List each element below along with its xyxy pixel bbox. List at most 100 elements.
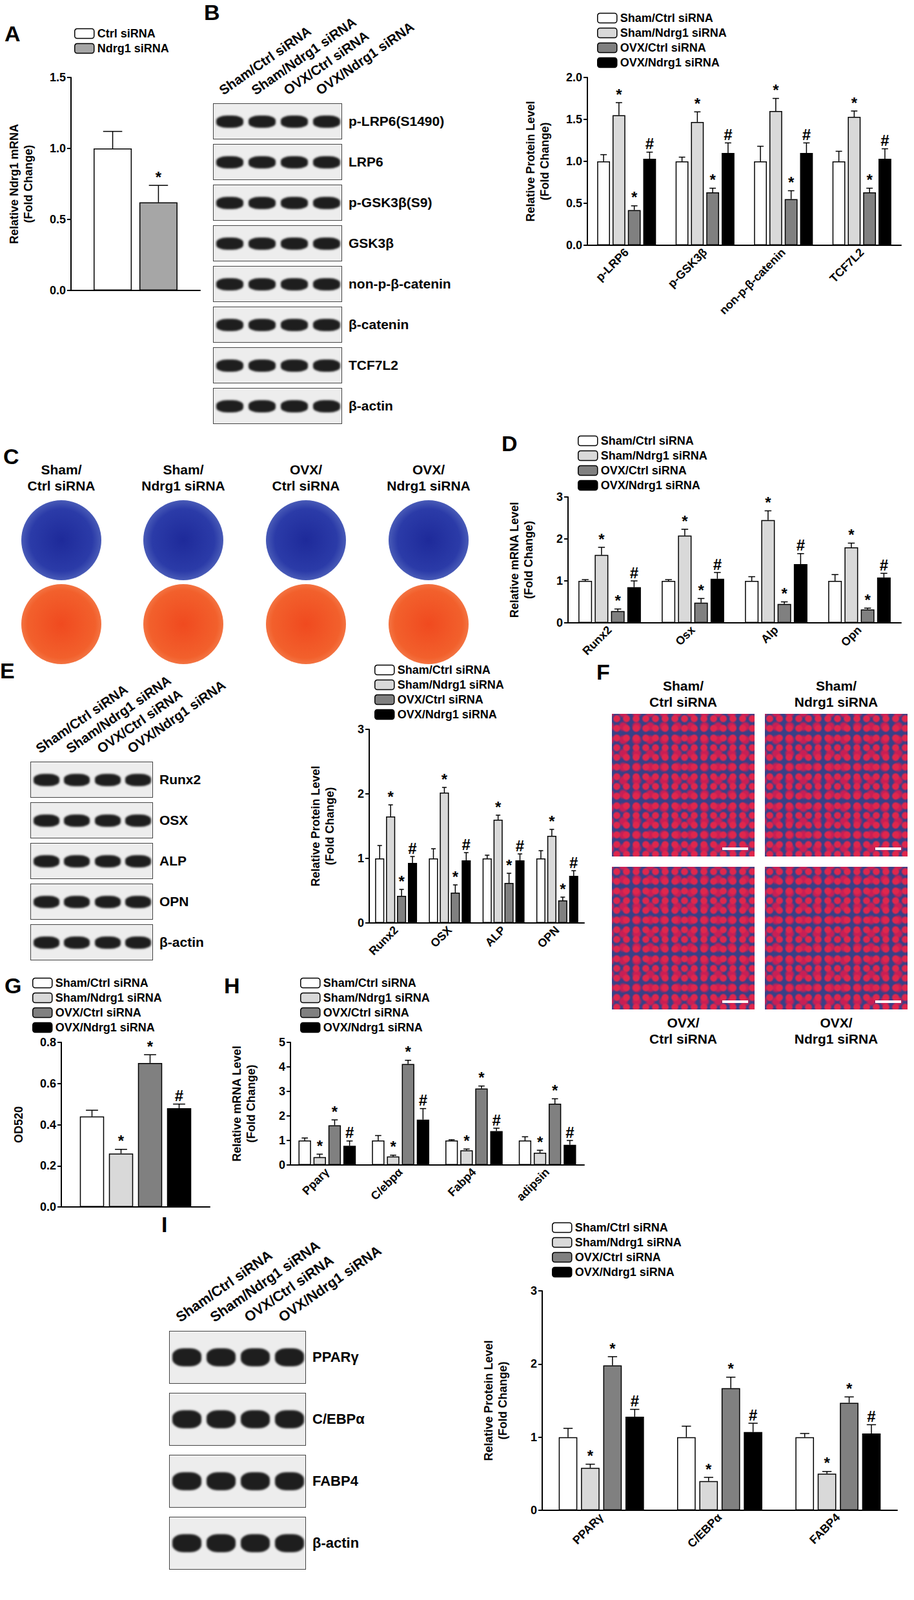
svg-text:Relative Ndrg1 mRNA: Relative Ndrg1 mRNA (7, 123, 21, 244)
svg-text:0.2: 0.2 (40, 1159, 57, 1173)
svg-text:0.0: 0.0 (49, 284, 66, 297)
svg-text:Sham/Ndrg1 siRNA: Sham/Ndrg1 siRNA (600, 449, 708, 463)
svg-text:ALP: ALP (482, 923, 509, 950)
svg-text:1.0: 1.0 (566, 154, 583, 168)
svg-text:TCF7L2: TCF7L2 (827, 245, 867, 286)
svg-text:1: 1 (530, 1431, 538, 1444)
svg-text:Opn: Opn (838, 623, 865, 650)
svg-text:2: 2 (357, 787, 365, 801)
svg-text:OVX/Ndrg1 siRNA: OVX/Ndrg1 siRNA (55, 1021, 155, 1035)
svg-text:OSX: OSX (427, 923, 455, 951)
svg-text:#: # (879, 556, 889, 574)
svg-text:3: 3 (556, 490, 563, 504)
svg-text:#: # (629, 564, 639, 582)
svg-text:*: * (705, 1460, 712, 1479)
svg-text:Runx2: Runx2 (366, 923, 401, 958)
svg-text:1.5: 1.5 (566, 112, 583, 126)
svg-text:0.6: 0.6 (40, 1077, 57, 1091)
svg-text:*: * (548, 812, 556, 831)
svg-text:OVX/Ctrl siRNA: OVX/Ctrl siRNA (55, 1006, 142, 1020)
svg-text:Relative Protein Level: Relative Protein Level (309, 765, 323, 887)
svg-text:2: 2 (278, 1109, 286, 1123)
svg-text:Ctrl siRNA: Ctrl siRNA (97, 27, 156, 41)
svg-text:*: * (405, 1043, 412, 1061)
svg-text:1.0: 1.0 (49, 142, 66, 155)
svg-text:#: # (645, 134, 654, 153)
svg-text:2.0: 2.0 (566, 71, 583, 84)
svg-text:*: * (609, 1340, 616, 1358)
svg-text:0.0: 0.0 (566, 238, 583, 252)
svg-text:3: 3 (357, 722, 365, 736)
svg-text:#: # (713, 555, 722, 574)
svg-text:(Fold Change): (Fold Change) (21, 145, 35, 224)
svg-text:*: * (463, 1132, 470, 1150)
svg-text:C/ebpα: C/ebpα (367, 1165, 405, 1203)
svg-text:*: * (537, 1133, 544, 1151)
svg-text:Runx2: Runx2 (580, 623, 615, 658)
svg-text:*: * (559, 880, 567, 898)
svg-text:*: * (694, 94, 701, 113)
svg-text:*: * (866, 171, 873, 189)
svg-text:Relative Protein Level: Relative Protein Level (482, 1340, 496, 1461)
svg-text:0: 0 (357, 916, 365, 930)
svg-text:*: * (398, 872, 405, 891)
svg-text:0.5: 0.5 (566, 196, 583, 210)
svg-text:Ndrg1 siRNA: Ndrg1 siRNA (97, 41, 170, 55)
svg-text:OPN: OPN (535, 923, 563, 951)
svg-text:(Fold Change): (Fold Change) (496, 1361, 510, 1441)
svg-text:#: # (565, 1123, 574, 1142)
svg-text:*: * (864, 591, 871, 609)
svg-text:Sham/Ctrl siRNA: Sham/Ctrl siRNA (575, 1221, 669, 1235)
svg-text:*: * (551, 1081, 559, 1100)
svg-text:*: * (478, 1068, 485, 1087)
svg-text:*: * (495, 798, 502, 816)
svg-text:*: * (441, 770, 448, 789)
svg-text:#: # (515, 837, 525, 855)
svg-text:*: * (728, 1360, 735, 1378)
svg-text:3: 3 (278, 1085, 286, 1098)
svg-text:#: # (796, 536, 805, 554)
svg-text:(Fold Change): (Fold Change) (522, 520, 536, 600)
svg-text:(Fold Change): (Fold Change) (323, 787, 337, 866)
svg-text:*: * (452, 868, 459, 886)
svg-text:(Fold Change): (Fold Change) (538, 122, 552, 201)
svg-text:FABP4: FABP4 (806, 1511, 843, 1547)
svg-text:#: # (174, 1086, 184, 1105)
svg-text:Alp: Alp (758, 623, 782, 647)
svg-text:Sham/Ndrg1 siRNA: Sham/Ndrg1 siRNA (323, 991, 430, 1005)
svg-text:*: * (387, 788, 394, 806)
svg-text:Sham/Ctrl siRNA: Sham/Ctrl siRNA (323, 976, 417, 990)
svg-text:#: # (462, 835, 471, 854)
svg-text:Sham/Ctrl siRNA: Sham/Ctrl siRNA (55, 976, 149, 990)
svg-text:#: # (866, 1407, 876, 1426)
svg-text:*: * (772, 81, 780, 99)
svg-text:Sham/Ctrl siRNA: Sham/Ctrl siRNA (620, 11, 714, 25)
svg-text:5: 5 (278, 1035, 286, 1049)
svg-text:Sham/Ndrg1 siRNA: Sham/Ndrg1 siRNA (55, 991, 163, 1005)
svg-text:#: # (880, 131, 889, 150)
svg-text:Sham/Ctrl siRNA: Sham/Ctrl siRNA (397, 663, 491, 677)
svg-text:Sham/Ndrg1 siRNA: Sham/Ndrg1 siRNA (575, 1236, 682, 1250)
svg-text:OVX/Ndrg1 siRNA: OVX/Ndrg1 siRNA (323, 1021, 423, 1035)
svg-text:OVX/Ndrg1 siRNA: OVX/Ndrg1 siRNA (575, 1265, 675, 1279)
svg-text:2: 2 (556, 532, 563, 546)
svg-text:*: * (709, 171, 716, 189)
svg-text:*: * (389, 1137, 397, 1156)
svg-text:*: * (764, 493, 772, 512)
svg-text:*: * (587, 1447, 594, 1465)
svg-text:#: # (418, 1091, 428, 1109)
svg-text:1.5: 1.5 (49, 71, 66, 84)
svg-text:OVX/Ctrl siRNA: OVX/Ctrl siRNA (323, 1006, 410, 1020)
svg-text:0.4: 0.4 (40, 1118, 57, 1132)
svg-text:H: H (223, 973, 241, 998)
svg-text:*: * (681, 512, 689, 530)
svg-text:*: * (788, 173, 795, 192)
svg-text:*: * (697, 581, 705, 600)
svg-text:#: # (748, 1406, 758, 1424)
svg-text:*: * (506, 856, 513, 874)
svg-text:1: 1 (357, 852, 365, 865)
svg-text:A: A (4, 21, 21, 46)
svg-text:1: 1 (278, 1134, 286, 1148)
svg-text:0.0: 0.0 (40, 1200, 57, 1214)
svg-text:OVX/Ndrg1 siRNA: OVX/Ndrg1 siRNA (620, 56, 720, 70)
